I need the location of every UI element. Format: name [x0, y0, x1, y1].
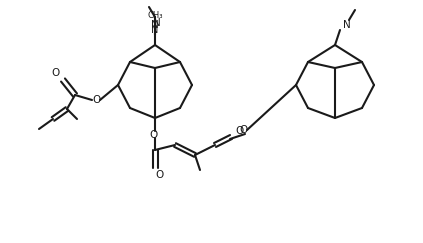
Text: O: O	[155, 170, 163, 180]
Text: O: O	[92, 95, 100, 105]
Text: N: N	[151, 25, 159, 35]
Text: O: O	[149, 130, 157, 140]
Text: O: O	[239, 125, 247, 135]
Text: O: O	[235, 126, 243, 136]
Text: N: N	[151, 20, 159, 30]
Text: N: N	[153, 18, 161, 28]
Text: O: O	[51, 68, 59, 78]
Text: CH₃: CH₃	[147, 11, 163, 20]
Text: N: N	[343, 20, 351, 30]
